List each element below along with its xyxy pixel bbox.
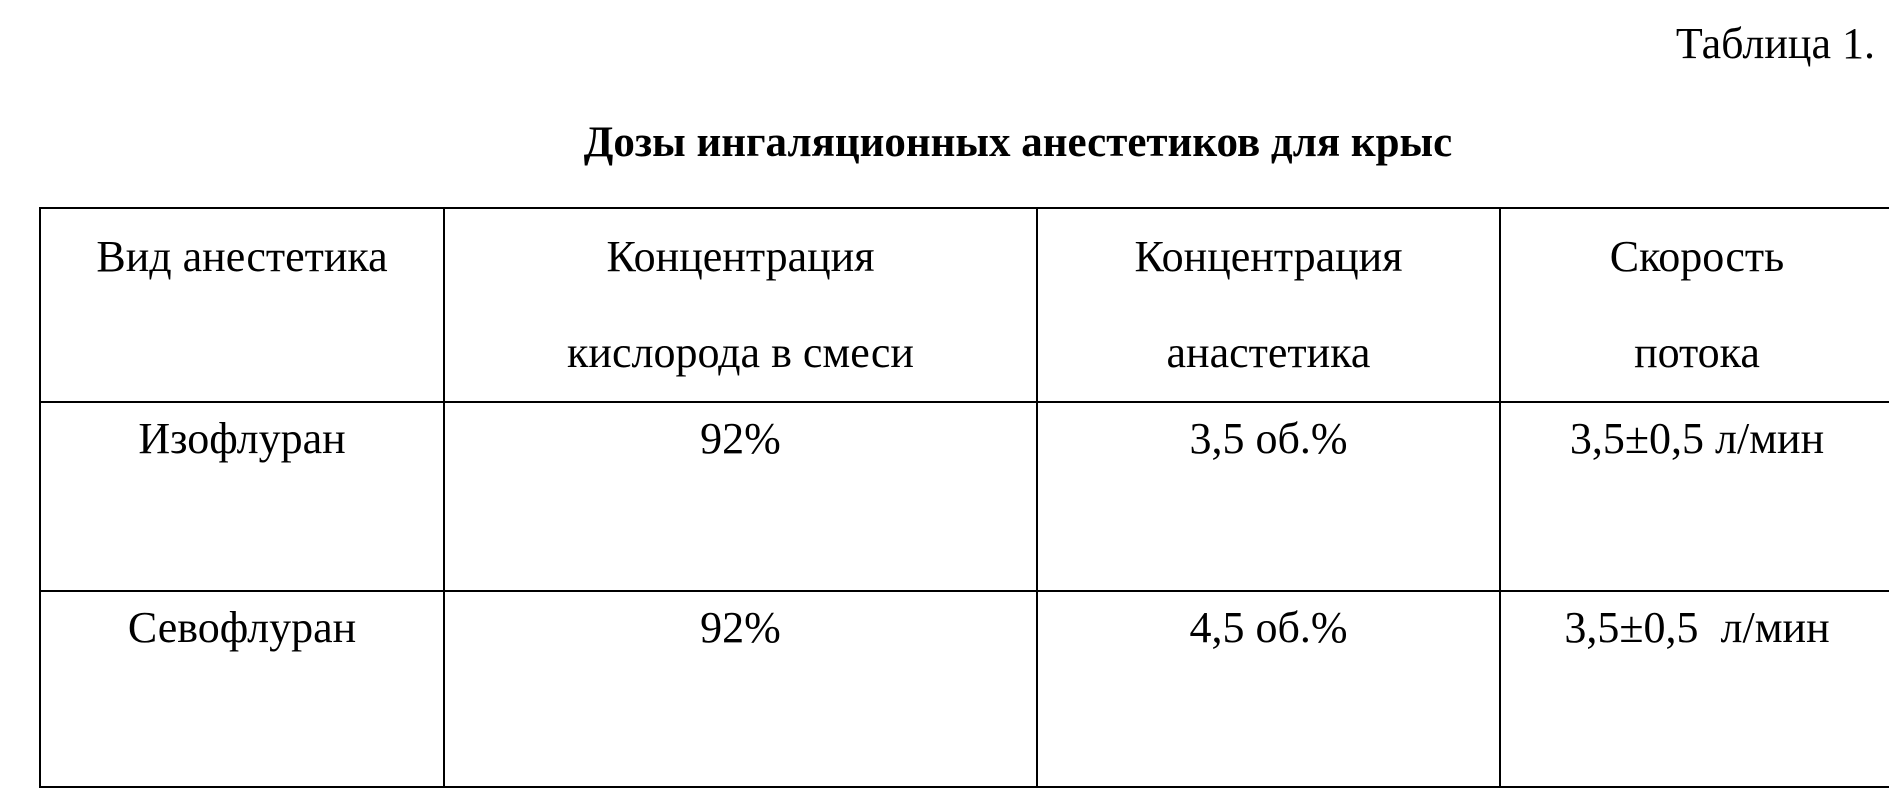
table-cell: 3,5 об.% <box>1036 401 1501 592</box>
header-cell: Концентрация кислорода в смеси <box>443 207 1038 403</box>
doses-table: Вид анестетика Концентрация кислорода в с… <box>39 207 1889 788</box>
table-row: Севофлуран 92% 4,5 об.% 3,5±0,5 л/мин <box>39 590 1889 788</box>
table-heading: Дозы ингаляционных анестетиков для крыс <box>583 119 1453 166</box>
header-text: Вид анестетика <box>96 232 388 281</box>
header-text: потока <box>1634 328 1760 377</box>
table-header-row: Вид анестетика Концентрация кислорода в с… <box>39 207 1889 403</box>
header-cell: Вид анестетика <box>39 207 445 403</box>
table-cell: Севофлуран <box>39 590 445 788</box>
table-cell: 4,5 об.% <box>1036 590 1501 788</box>
table-cell: 3,5±0,5 л/мин <box>1499 401 1889 592</box>
table-cell: 92% <box>443 401 1038 592</box>
table-cell: Изофлуран <box>39 401 445 592</box>
table-caption: Таблица 1. <box>1675 19 1875 68</box>
header-cell: Концентрация анастетика <box>1036 207 1501 403</box>
header-text: кислорода в смеси <box>567 328 914 377</box>
table-row: Изофлуран 92% 3,5 об.% 3,5±0,5 л/мин <box>39 401 1889 592</box>
table-cell: 92% <box>443 590 1038 788</box>
header-cell: Скорость потока <box>1499 207 1889 403</box>
header-text: Концентрация <box>1134 232 1403 281</box>
table-cell: 3,5±0,5 л/мин <box>1499 590 1889 788</box>
header-text: Скорость <box>1609 232 1785 281</box>
header-text: Концентрация <box>606 232 875 281</box>
header-text: анастетика <box>1166 328 1371 377</box>
